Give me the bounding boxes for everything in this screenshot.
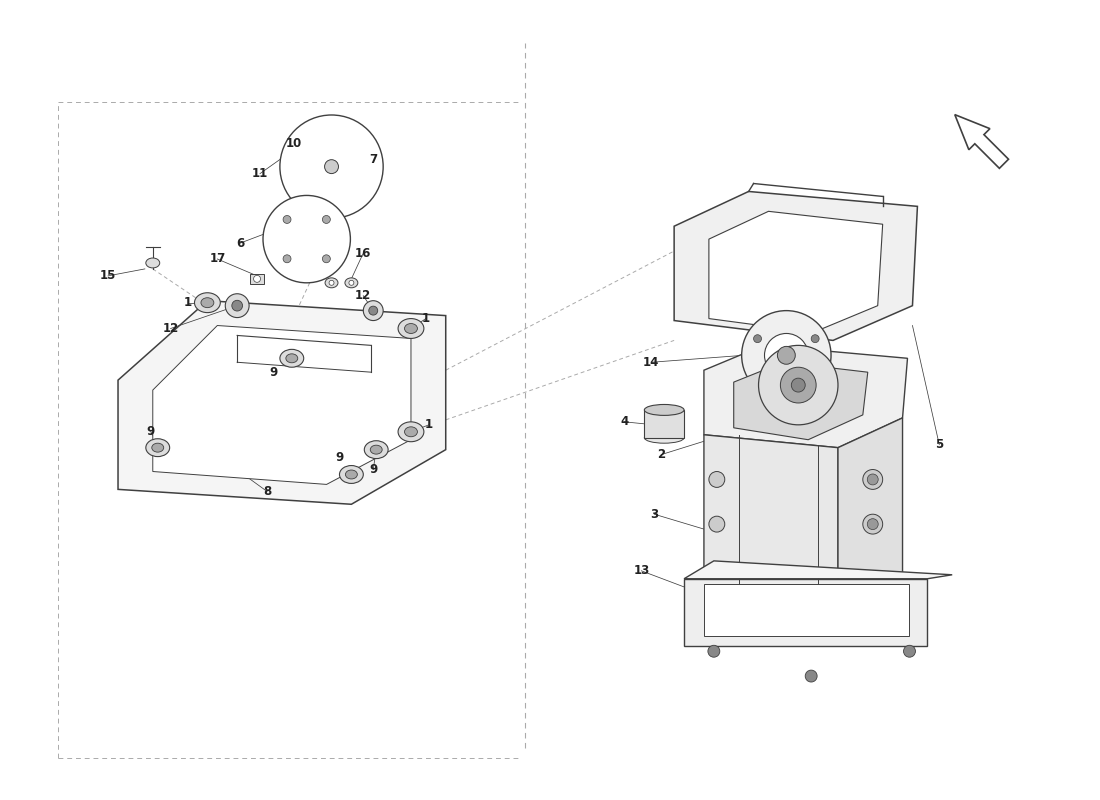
Polygon shape: [955, 114, 1009, 168]
Circle shape: [368, 306, 377, 315]
Ellipse shape: [146, 258, 160, 268]
Text: 4: 4: [620, 415, 628, 428]
Text: 6: 6: [236, 237, 244, 250]
Ellipse shape: [405, 323, 417, 334]
Polygon shape: [704, 434, 838, 618]
Ellipse shape: [195, 293, 220, 313]
Ellipse shape: [286, 354, 298, 362]
Text: 14: 14: [644, 356, 660, 369]
Text: 13: 13: [634, 564, 649, 578]
Text: 9: 9: [336, 451, 343, 464]
Circle shape: [759, 346, 838, 425]
Circle shape: [741, 310, 830, 400]
Bar: [645, 410, 684, 438]
Circle shape: [791, 378, 805, 392]
Circle shape: [283, 215, 292, 223]
Polygon shape: [153, 326, 411, 485]
Ellipse shape: [279, 350, 304, 367]
Circle shape: [263, 195, 351, 283]
Polygon shape: [684, 578, 927, 646]
Text: 9: 9: [370, 463, 377, 476]
Circle shape: [254, 275, 261, 282]
Circle shape: [279, 115, 383, 218]
Ellipse shape: [398, 422, 424, 442]
Circle shape: [862, 470, 882, 490]
Circle shape: [811, 334, 819, 342]
Polygon shape: [734, 362, 868, 440]
Circle shape: [903, 646, 915, 658]
Text: 1: 1: [425, 418, 433, 431]
Ellipse shape: [152, 443, 164, 452]
Polygon shape: [704, 346, 908, 448]
Text: 1: 1: [184, 296, 191, 309]
Polygon shape: [118, 301, 446, 504]
Ellipse shape: [371, 445, 382, 454]
Bar: [250, 274, 264, 284]
Ellipse shape: [201, 298, 213, 308]
Ellipse shape: [645, 432, 684, 443]
Text: 12: 12: [355, 290, 372, 302]
Text: 5: 5: [935, 438, 944, 451]
Circle shape: [283, 255, 292, 262]
Polygon shape: [684, 561, 953, 578]
Circle shape: [805, 670, 817, 682]
Text: 16: 16: [355, 246, 372, 259]
Text: 7: 7: [370, 153, 377, 166]
Circle shape: [867, 474, 878, 485]
Text: 12: 12: [163, 322, 179, 335]
Circle shape: [363, 301, 383, 321]
Circle shape: [780, 367, 816, 403]
Text: 9: 9: [146, 426, 155, 438]
Text: 15: 15: [100, 270, 117, 282]
Polygon shape: [674, 191, 917, 341]
Circle shape: [324, 160, 339, 174]
Ellipse shape: [364, 441, 388, 458]
Circle shape: [349, 280, 354, 286]
Ellipse shape: [326, 278, 338, 288]
Ellipse shape: [645, 405, 684, 415]
Circle shape: [329, 280, 334, 286]
Ellipse shape: [345, 278, 358, 288]
Circle shape: [708, 516, 725, 532]
Text: 3: 3: [650, 508, 658, 521]
Text: 11: 11: [252, 167, 268, 180]
Ellipse shape: [345, 470, 358, 479]
Text: 1: 1: [421, 312, 430, 325]
Circle shape: [862, 514, 882, 534]
Ellipse shape: [405, 427, 417, 437]
Circle shape: [778, 346, 795, 364]
Circle shape: [226, 294, 249, 318]
Circle shape: [764, 334, 808, 377]
Polygon shape: [708, 211, 882, 333]
Circle shape: [754, 334, 761, 342]
Circle shape: [708, 646, 719, 658]
Circle shape: [708, 471, 725, 487]
Text: 2: 2: [657, 448, 665, 461]
Circle shape: [322, 215, 330, 223]
Text: 9: 9: [270, 366, 278, 378]
Text: 8: 8: [263, 485, 271, 498]
Circle shape: [867, 518, 878, 530]
Polygon shape: [704, 584, 910, 636]
Ellipse shape: [146, 438, 169, 457]
Ellipse shape: [340, 466, 363, 483]
Polygon shape: [838, 418, 902, 618]
Circle shape: [322, 255, 330, 262]
Text: 10: 10: [286, 138, 301, 150]
Circle shape: [232, 300, 243, 311]
Text: 17: 17: [209, 253, 226, 266]
Ellipse shape: [398, 318, 424, 338]
Circle shape: [782, 385, 790, 393]
Polygon shape: [293, 226, 320, 253]
